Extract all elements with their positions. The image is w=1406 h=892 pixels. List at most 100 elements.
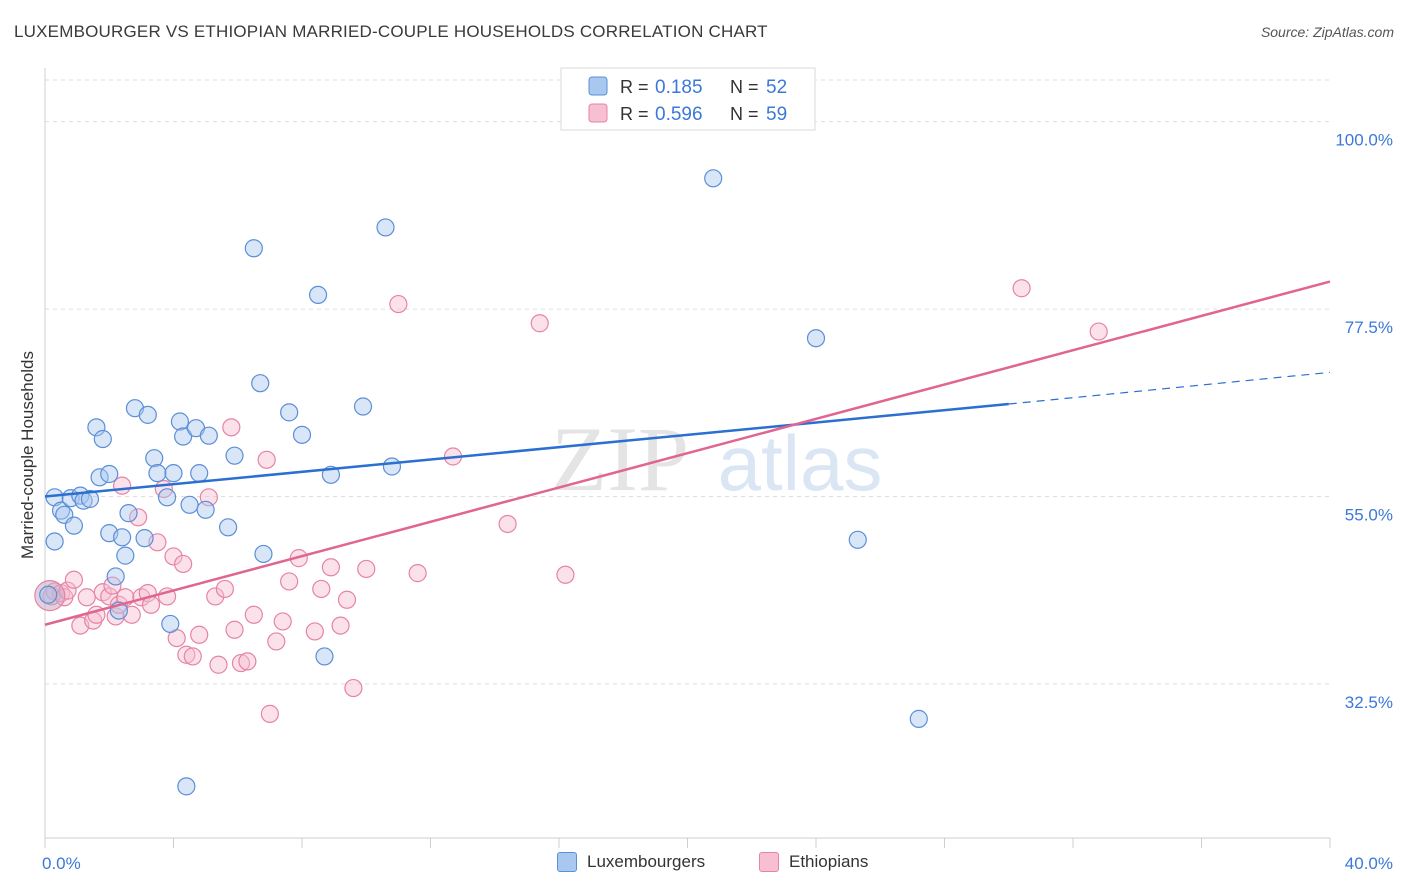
data-point: [556, 565, 575, 584]
data-point: [231, 653, 251, 673]
legend-label-ethiopians: Ethiopians: [789, 852, 869, 871]
luxembourgers-trend-extension: [1008, 371, 1331, 405]
data-point: [376, 218, 395, 237]
data-point: [90, 468, 109, 487]
legend-label-luxembourgers: Luxembourgers: [587, 852, 706, 871]
data-point: [244, 605, 263, 624]
legend-n-label-1: N =: [730, 77, 759, 97]
watermark-atlas: atlas: [718, 419, 883, 507]
data-point: [174, 427, 193, 446]
data-point: [161, 614, 180, 634]
data-point: [806, 329, 826, 348]
data-point: [164, 464, 183, 483]
data-point: [260, 704, 279, 723]
data-point: [174, 554, 193, 574]
legend-r-value-2: 0.596: [655, 104, 703, 125]
data-point: [183, 647, 202, 666]
data-point: [135, 529, 154, 548]
data-point: [292, 425, 312, 444]
trend-lines: [44, 280, 1331, 626]
data-point: [119, 504, 138, 523]
data-point: [1012, 279, 1031, 298]
data-point: [280, 572, 299, 591]
data-point: [530, 314, 549, 333]
legend-swatch-ethiopians: [588, 103, 608, 123]
ethiopians-points: [34, 279, 1108, 723]
data-point: [408, 564, 427, 583]
data-point: [848, 530, 867, 549]
data-point: [225, 446, 244, 465]
data-point: [157, 488, 177, 507]
data-point: [909, 709, 928, 728]
data-point: [251, 374, 270, 393]
luxembourgers-points: [39, 169, 928, 796]
y-tick-label: 77.5%: [1345, 318, 1393, 337]
data-point: [337, 590, 357, 609]
legend-swatch-pink: [759, 852, 779, 872]
legend-n-value-2: 59: [766, 104, 787, 125]
data-point: [209, 655, 228, 674]
y-axis-label: Married-couple Households: [18, 351, 37, 559]
data-point: [196, 500, 215, 519]
data-point: [100, 464, 119, 484]
data-point: [39, 585, 58, 604]
data-point: [77, 588, 96, 607]
data-point: [344, 678, 363, 698]
y-tick-label: 55.0%: [1345, 505, 1393, 524]
data-point: [1089, 322, 1108, 341]
data-point: [280, 403, 299, 422]
data-point: [305, 622, 324, 641]
data-point: [238, 652, 257, 671]
legend-r-label-1: R =: [620, 77, 649, 97]
legend-r-value-1: 0.185: [655, 77, 703, 98]
legend-item-ethiopians[interactable]: Ethiopians: [759, 852, 868, 872]
data-point: [64, 570, 84, 589]
data-point: [116, 546, 135, 565]
data-point: [80, 489, 100, 509]
data-point: [93, 429, 112, 449]
data-point: [71, 486, 90, 505]
tick-labels: 32.5% 55.0% 77.5% 100.0% 0.0% 40.0%: [42, 131, 1393, 873]
axes: [44, 68, 1331, 848]
data-point: [357, 559, 376, 579]
data-point: [308, 285, 328, 305]
data-point: [382, 457, 402, 476]
luxembourgers-trend-line: [44, 402, 1009, 498]
data-point: [312, 579, 331, 599]
data-point: [190, 625, 209, 644]
data-point: [87, 418, 106, 437]
grid-lines: [45, 79, 1330, 685]
legend-swatch-blue: [557, 852, 577, 872]
data-point: [148, 464, 167, 483]
data-point: [177, 645, 196, 664]
data-point: [353, 397, 373, 416]
data-point: [215, 579, 234, 599]
ethiopians-trend-line: [44, 280, 1331, 626]
data-point: [45, 532, 64, 551]
data-point: [267, 632, 286, 651]
data-point: [315, 647, 334, 666]
legend-r-label-2: R =: [620, 104, 649, 124]
legend-n-label-2: N =: [730, 104, 759, 124]
data-point: [331, 616, 350, 635]
data-point: [170, 412, 190, 431]
data-point: [219, 518, 238, 537]
data-point: [106, 607, 125, 626]
x-tick-label-start: 0.0%: [42, 854, 81, 873]
data-point: [704, 169, 723, 188]
data-point: [138, 405, 157, 424]
data-point: [180, 495, 199, 514]
data-point: [321, 558, 341, 577]
data-point: [222, 418, 241, 437]
chart-title: LUXEMBOURGER VS ETHIOPIAN MARRIED-COUPLE…: [14, 22, 768, 41]
data-point: [145, 449, 164, 468]
legend-n-value-1: 52: [766, 77, 787, 98]
x-tick-label-end: 40.0%: [1345, 854, 1393, 873]
data-point: [498, 514, 517, 534]
data-point: [64, 516, 84, 535]
data-point: [177, 777, 196, 796]
data-point: [164, 547, 183, 566]
y-tick-label: 32.5%: [1345, 693, 1393, 712]
legend-item-luxembourgers[interactable]: Luxembourgers: [557, 852, 705, 872]
